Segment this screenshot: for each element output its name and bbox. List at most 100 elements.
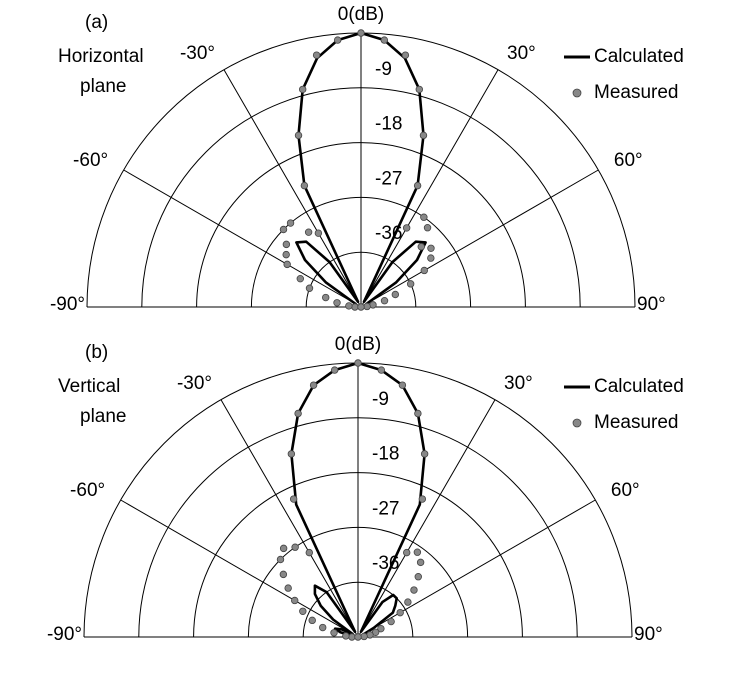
r-tick-label: -9	[372, 389, 389, 410]
measured-point	[291, 596, 299, 605]
grid-spoke	[360, 169, 599, 308]
measured-point	[354, 359, 362, 367]
measured-point	[330, 366, 339, 374]
angle-tick-label: -30°	[180, 43, 215, 64]
measured-point	[282, 250, 290, 259]
measured-point	[377, 624, 385, 633]
measured-point	[396, 608, 404, 617]
polar-chart: 0(dB) -9 -18 -27 -36 -90° -60° -30° 30° 60° 90° Cal…	[50, 4, 684, 315]
angle-tick-label: -90°	[47, 624, 82, 645]
measured-point	[414, 573, 422, 581]
measured-point	[294, 409, 302, 418]
measured-point	[283, 260, 291, 269]
measured-point	[322, 293, 330, 302]
measured-point	[305, 284, 314, 292]
measured-point	[357, 303, 365, 311]
panel-label: (b)	[85, 342, 108, 363]
measured-point	[418, 495, 427, 503]
angle-tick-label: -60°	[70, 480, 105, 501]
measured-point	[420, 266, 428, 275]
measured-point	[413, 548, 422, 556]
measured-point	[360, 632, 368, 641]
measured-point	[342, 632, 350, 640]
measured-point	[312, 51, 321, 59]
grid-spoke	[123, 169, 362, 308]
grid-spoke	[357, 399, 496, 638]
angle-tick-label: -60°	[73, 150, 108, 171]
angle-tick-label: -30°	[177, 373, 212, 394]
measured-point	[279, 544, 288, 553]
measured-point	[404, 598, 412, 606]
measured-point	[333, 36, 342, 44]
measured-point	[410, 586, 418, 594]
measured-point	[314, 229, 323, 237]
measured-point	[286, 219, 295, 227]
angle-tick-label: 30°	[504, 373, 533, 394]
grid-spoke	[360, 69, 499, 308]
measured-point	[413, 181, 422, 190]
measured-point	[276, 555, 285, 564]
measured-point	[377, 366, 386, 374]
angle-tick-label: 60°	[614, 150, 643, 171]
measured-point	[380, 296, 389, 305]
measured-point	[284, 584, 292, 592]
measured-point	[417, 243, 425, 251]
panel-subtitle: plane	[80, 406, 127, 427]
measured-point	[406, 280, 415, 288]
measured-point	[380, 36, 389, 44]
measured-point	[279, 570, 288, 579]
measured-point	[427, 254, 435, 262]
angle-tick-label: 60°	[611, 480, 640, 501]
grid-spoke	[223, 69, 362, 308]
r-tick-label: -9	[375, 59, 392, 80]
measured-point	[287, 450, 296, 458]
measured-point	[308, 616, 316, 625]
measured-point	[351, 303, 359, 311]
grid-spoke	[120, 499, 359, 638]
measured-point	[294, 131, 303, 140]
measured-point	[391, 290, 400, 299]
r-tick-label: 0(dB)	[338, 4, 384, 25]
grid-spoke	[220, 399, 359, 638]
measured-point	[333, 299, 341, 307]
measured-point	[305, 548, 313, 557]
measured-point	[279, 225, 288, 234]
measured-point	[403, 548, 411, 557]
measured-point	[345, 302, 353, 310]
measured-point	[309, 381, 318, 389]
measured-point	[348, 633, 356, 641]
measured-point	[427, 244, 435, 252]
polar-chart: 0(dB) -9 -18 -27 -36 -90° -60° -30° 30° 60° 90° Cal…	[47, 334, 684, 645]
measured-point	[423, 224, 432, 232]
measured-point	[354, 633, 362, 641]
measured-point	[414, 409, 422, 418]
measured-point	[296, 274, 304, 283]
measured-point	[398, 381, 407, 389]
measured-point	[304, 228, 313, 236]
panel-subtitle: Horizontal	[58, 46, 144, 67]
measured-point	[357, 29, 365, 37]
panel-label: (a)	[85, 12, 108, 33]
r-tick-label: -27	[372, 498, 399, 519]
r-tick-label: -18	[375, 114, 402, 135]
legend-label: Calculated	[594, 376, 684, 397]
measured-point	[402, 224, 411, 232]
legend-label: Measured	[594, 82, 679, 103]
measured-point	[387, 617, 395, 626]
panel-subtitle: Vertical	[58, 376, 120, 397]
measured-point	[291, 543, 299, 551]
r-tick-label: -27	[375, 168, 402, 189]
measured-point	[415, 85, 424, 94]
measured-point	[363, 302, 371, 311]
angle-tick-label: 90°	[634, 624, 663, 645]
measured-point	[289, 495, 298, 503]
angle-tick-label: 90°	[637, 294, 666, 315]
measured-point	[401, 51, 410, 59]
measured-point	[416, 558, 425, 567]
measured-point	[420, 450, 429, 458]
measured-point	[319, 623, 327, 632]
angle-tick-label: 30°	[507, 43, 536, 64]
legend-label: Calculated	[594, 46, 684, 67]
measured-point	[420, 213, 428, 221]
